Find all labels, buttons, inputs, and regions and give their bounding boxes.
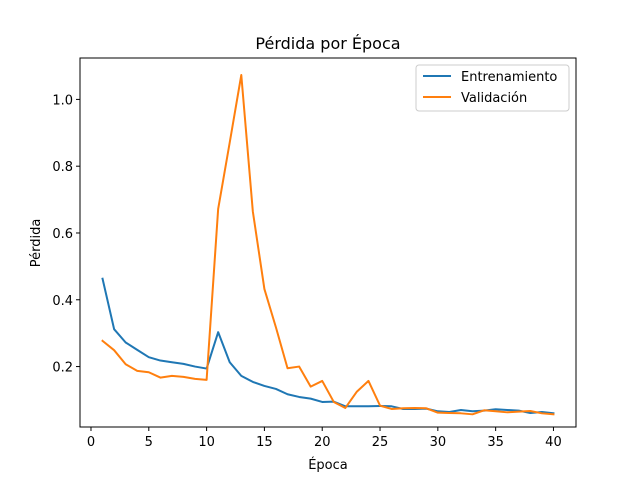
x-tick-label: 15 (256, 435, 273, 450)
legend: Entrenamiento Validación (415, 64, 570, 112)
y-tick-label: 0.8 (52, 160, 73, 175)
x-tick-label: 10 (198, 435, 215, 450)
legend-label-entrenamiento: Entrenamiento (461, 70, 557, 85)
x-axis-label: Época (308, 457, 348, 473)
series-line-entrenamiento (101, 277, 555, 415)
x-tick-label: 30 (430, 435, 447, 450)
axes-frame (79, 57, 577, 428)
y-tick-label: 0.2 (52, 361, 73, 376)
legend-box (415, 64, 570, 112)
y-tick-label: 0.6 (52, 227, 73, 242)
y-axis-ticks: 0.2 0.4 0.6 0.8 1.0 (52, 93, 80, 376)
x-tick-label: 35 (487, 435, 504, 450)
chart-title: Pérdida por Época (255, 34, 400, 53)
x-tick-label: 40 (545, 435, 562, 450)
legend-label-validacion: Validación (461, 91, 527, 106)
series-layer (101, 74, 555, 416)
x-tick-label: 5 (145, 435, 153, 450)
x-tick-label: 0 (87, 435, 95, 450)
x-tick-label: 25 (372, 435, 389, 450)
series-line-validacion (101, 74, 555, 416)
y-tick-label: 0.4 (52, 294, 73, 309)
x-axis-ticks: 0 5 10 15 20 25 30 35 40 (87, 427, 562, 450)
y-tick-label: 1.0 (52, 93, 73, 108)
x-tick-label: 20 (314, 435, 331, 450)
y-axis-label: Pérdida (29, 219, 44, 268)
